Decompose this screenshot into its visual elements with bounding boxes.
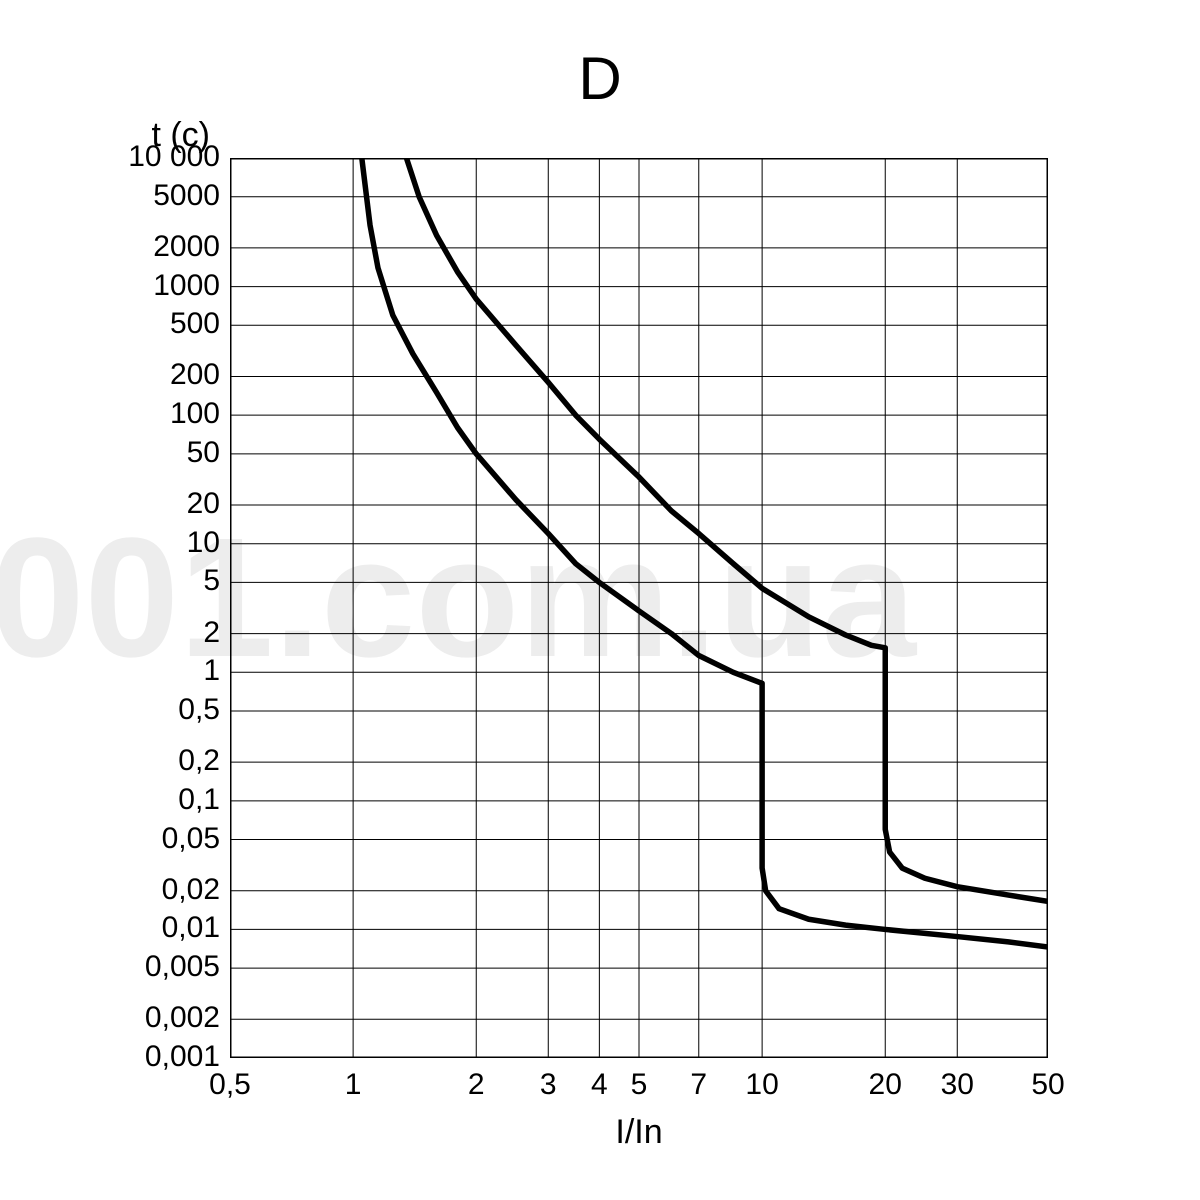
y-tick-label: 0,001: [100, 1040, 220, 1074]
y-tick-label: 0,002: [100, 1001, 220, 1035]
y-tick-label: 1000: [100, 269, 220, 303]
y-tick-label: 10: [100, 526, 220, 560]
x-tick-label: 1: [345, 1068, 362, 1102]
x-tick-label: 10: [745, 1068, 778, 1102]
y-tick-label: 10 000: [100, 140, 220, 174]
x-tick-label: 0,5: [209, 1068, 251, 1102]
y-tick-label: 0,2: [100, 744, 220, 778]
y-tick-label: 0,02: [100, 873, 220, 907]
y-tick-label: 2000: [100, 230, 220, 264]
y-tick-label: 5: [100, 564, 220, 598]
y-tick-label: 0,01: [100, 911, 220, 945]
x-tick-label: 20: [869, 1068, 902, 1102]
x-tick-label: 2: [468, 1068, 485, 1102]
chart-plot-area: [230, 158, 1048, 1058]
y-tick-label: 20: [100, 487, 220, 521]
x-tick-label: 7: [690, 1068, 707, 1102]
y-tick-label: 500: [100, 307, 220, 341]
x-tick-label: 30: [941, 1068, 974, 1102]
x-tick-label: 4: [591, 1068, 608, 1102]
trip-curve-lower: [362, 158, 1048, 947]
chart-title: D: [0, 44, 1200, 113]
x-tick-label: 3: [540, 1068, 557, 1102]
y-tick-label: 0,5: [100, 693, 220, 727]
y-tick-label: 0,1: [100, 783, 220, 817]
y-tick-label: 1: [100, 654, 220, 688]
y-tick-label: 0,05: [100, 822, 220, 856]
y-tick-label: 200: [100, 358, 220, 392]
trip-curve-upper: [406, 158, 1048, 901]
y-tick-label: 0,005: [100, 950, 220, 984]
y-tick-label: 50: [100, 436, 220, 470]
x-tick-label: 50: [1031, 1068, 1064, 1102]
x-tick-label: 5: [631, 1068, 648, 1102]
x-axis-title: I/In: [230, 1113, 1048, 1152]
y-tick-label: 100: [100, 397, 220, 431]
y-tick-label: 5000: [100, 179, 220, 213]
y-tick-label: 2: [100, 616, 220, 650]
